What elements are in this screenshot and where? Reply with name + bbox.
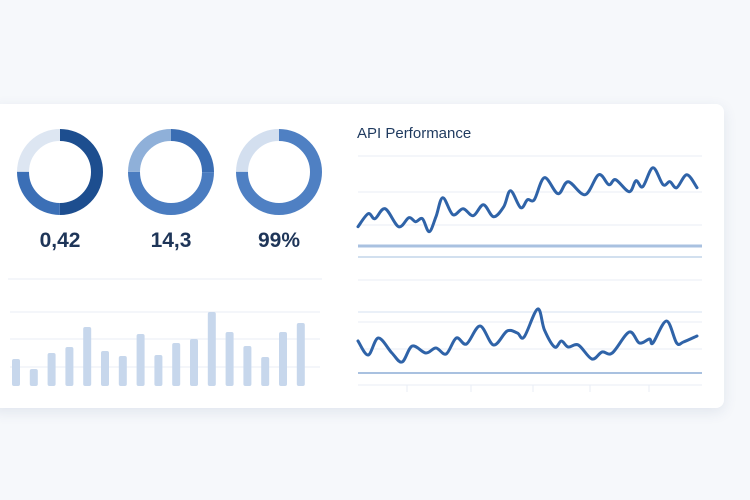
bar bbox=[29, 369, 38, 386]
bar bbox=[243, 346, 252, 386]
kpi-value-2: 14,3 bbox=[150, 229, 192, 252]
bar bbox=[296, 323, 305, 386]
bar bbox=[279, 332, 287, 386]
bar bbox=[83, 327, 92, 386]
bar bbox=[12, 359, 20, 386]
line-series-2 bbox=[356, 307, 699, 364]
donut-1-segment-3 bbox=[17, 129, 103, 215]
bar bbox=[154, 355, 163, 386]
bar bbox=[101, 351, 109, 386]
donut-1-segment-2 bbox=[17, 129, 103, 215]
bar bbox=[225, 332, 234, 386]
bar bbox=[172, 343, 181, 386]
bar bbox=[118, 356, 127, 386]
bar bbox=[207, 312, 216, 386]
bar bbox=[261, 357, 270, 386]
chart-title: API Performance bbox=[357, 125, 472, 142]
bar bbox=[47, 353, 56, 386]
bar bbox=[136, 334, 145, 386]
donut-3-segment-2 bbox=[236, 129, 322, 215]
kpi-value-3: 99% bbox=[257, 229, 301, 252]
donut-2-segment-2 bbox=[128, 129, 214, 215]
donut-2-segment-3 bbox=[128, 129, 214, 215]
bar bbox=[65, 347, 74, 386]
kpi-value-1: 0,42 bbox=[39, 229, 81, 252]
bar bbox=[190, 339, 198, 386]
line-series-1 bbox=[356, 166, 699, 234]
